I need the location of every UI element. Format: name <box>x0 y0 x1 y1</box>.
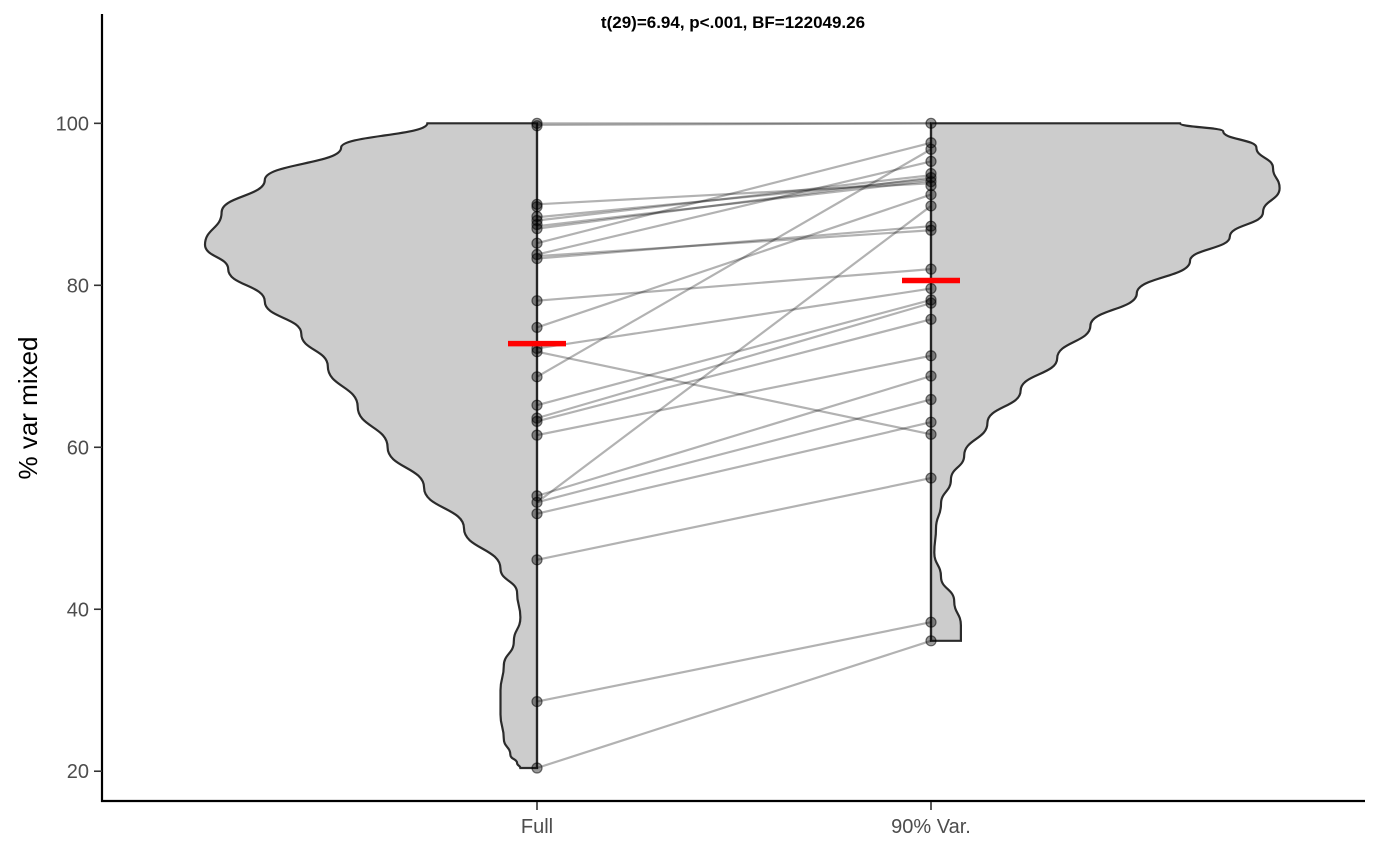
pair-line <box>536 193 932 329</box>
pair-line <box>536 639 932 770</box>
x-ticks: Full 90% Var. <box>521 802 971 838</box>
pair-line <box>536 122 932 127</box>
data-point <box>925 428 937 440</box>
data-point <box>531 762 543 774</box>
axes <box>100 14 1365 803</box>
data-point <box>531 371 543 383</box>
data-point <box>531 346 543 358</box>
x-tick-label: Full <box>521 816 553 838</box>
pair-line <box>536 287 932 350</box>
data-point <box>925 200 937 212</box>
paired-lines <box>536 122 932 770</box>
data-point <box>925 167 937 180</box>
pair-line <box>536 148 932 378</box>
data-point <box>531 415 543 427</box>
pair-line <box>536 354 932 437</box>
chart-title: t(29)=6.94, p<.001, BF=122049.26 <box>601 13 865 32</box>
data-point <box>925 472 937 484</box>
pair-line <box>536 398 932 504</box>
pair-line <box>536 182 932 206</box>
data-point <box>925 282 937 295</box>
data-points <box>531 117 937 774</box>
data-point <box>531 496 543 508</box>
y-tick-label: 40 <box>67 599 89 621</box>
data-point <box>925 155 937 167</box>
y-tick-label: 80 <box>67 275 89 297</box>
data-point <box>925 171 937 184</box>
data-point <box>925 220 937 232</box>
data-point <box>925 263 937 275</box>
data-point <box>531 214 543 227</box>
data-point <box>531 695 543 708</box>
pair-line <box>536 179 932 228</box>
pair-line <box>536 421 932 515</box>
x-tick-label: 90% Var. <box>891 816 971 838</box>
data-point <box>531 508 543 520</box>
violin-full <box>203 122 539 770</box>
data-point <box>531 321 543 334</box>
mean-markers <box>508 277 960 347</box>
data-point <box>925 176 937 188</box>
data-point <box>925 393 937 406</box>
data-point <box>925 616 937 628</box>
data-point <box>531 237 543 249</box>
data-point <box>531 252 543 265</box>
data-point <box>531 210 543 223</box>
y-axis-title: % var mixed <box>13 336 43 479</box>
data-point <box>925 143 937 155</box>
data-point <box>531 429 543 441</box>
y-tick-label: 20 <box>67 761 89 783</box>
pair-line <box>536 205 932 504</box>
data-point <box>925 117 937 129</box>
pair-line <box>536 476 932 561</box>
data-point <box>531 201 543 213</box>
pair-line <box>536 298 932 407</box>
range-lines <box>535 123 933 768</box>
data-point <box>531 399 543 411</box>
data-point <box>925 416 937 428</box>
data-point <box>531 218 543 231</box>
pair-line <box>536 621 932 703</box>
pair-line <box>536 268 932 302</box>
pair-line <box>536 141 932 245</box>
pair-line <box>536 176 932 230</box>
pair-line <box>536 229 932 258</box>
data-point <box>925 224 937 236</box>
pair-line <box>536 350 932 436</box>
pair-line <box>536 302 932 420</box>
data-point <box>531 248 543 261</box>
data-point <box>531 223 543 235</box>
y-tick-label: 60 <box>67 437 89 459</box>
y-ticks: 20 40 60 80 100 <box>56 113 102 783</box>
data-point <box>925 635 937 647</box>
violins <box>203 122 1281 770</box>
data-point <box>925 297 937 309</box>
data-point <box>925 350 937 362</box>
pair-line <box>536 225 932 260</box>
data-point <box>925 294 937 306</box>
data-point <box>531 412 543 424</box>
pair-line <box>536 178 932 219</box>
data-point <box>531 295 543 307</box>
data-point <box>531 554 543 566</box>
violin-90-var <box>929 122 1281 642</box>
data-point <box>925 370 937 382</box>
data-point <box>925 313 937 325</box>
pair-line <box>536 374 932 497</box>
pair-line <box>536 318 932 423</box>
pair-line <box>536 174 932 222</box>
pair-line <box>536 160 932 256</box>
y-tick-label: 100 <box>56 113 89 135</box>
data-point <box>531 120 543 132</box>
data-point <box>925 180 937 192</box>
data-point <box>925 189 937 201</box>
